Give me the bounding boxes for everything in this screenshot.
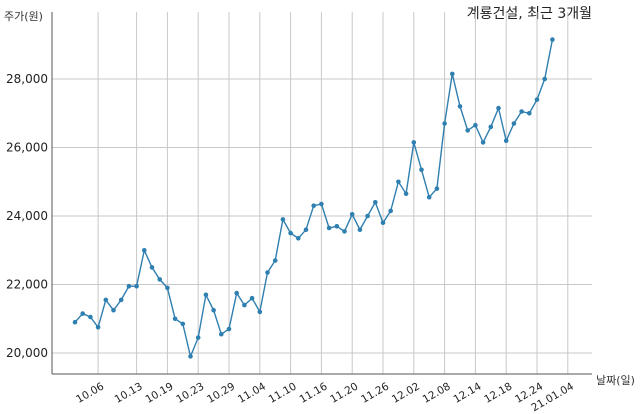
data-point-38 bbox=[365, 213, 370, 219]
data-point-39 bbox=[373, 200, 378, 205]
data-point-32 bbox=[319, 201, 324, 207]
data-point-0 bbox=[72, 319, 78, 325]
data-point-50 bbox=[457, 104, 463, 109]
data-point-35 bbox=[342, 229, 347, 234]
data-point-28 bbox=[288, 230, 293, 236]
data-point-48 bbox=[442, 121, 447, 126]
x-tick-label-11: 12.08 bbox=[421, 380, 453, 405]
data-point-42 bbox=[396, 179, 401, 185]
data-point-59 bbox=[527, 111, 532, 116]
data-point-26 bbox=[272, 258, 278, 263]
data-point-1 bbox=[80, 311, 85, 316]
x-tick-label-8: 11.20 bbox=[328, 380, 360, 405]
data-point-34 bbox=[334, 224, 340, 229]
data-point-20 bbox=[226, 326, 232, 332]
y-tick-labels: 20,000 22,000 24,000 26,000 28,000 bbox=[6, 72, 48, 360]
chart-title: 계룡건설, 최근 3개월 bbox=[467, 6, 592, 22]
data-point-11 bbox=[157, 277, 162, 282]
data-point-7 bbox=[126, 283, 132, 289]
data-point-49 bbox=[450, 71, 455, 77]
data-point-41 bbox=[388, 208, 394, 214]
data-point-44 bbox=[411, 140, 417, 145]
y-tick-label-4: 28,000 bbox=[6, 72, 48, 86]
data-point-46 bbox=[426, 194, 432, 200]
data-point-23 bbox=[249, 295, 255, 301]
x-tick-label-13: 12.18 bbox=[482, 380, 514, 405]
data-point-45 bbox=[419, 167, 424, 173]
data-point-30 bbox=[303, 227, 309, 232]
data-point-61 bbox=[542, 76, 547, 82]
data-point-10 bbox=[149, 265, 155, 270]
data-point-12 bbox=[165, 285, 170, 291]
x-tick-label-2: 10.19 bbox=[143, 380, 175, 405]
x-tick-label-1: 10.13 bbox=[113, 380, 145, 405]
y-tick-label-1: 22,000 bbox=[6, 278, 48, 292]
x-axis-title: 날짜(일) bbox=[596, 373, 635, 387]
data-point-53 bbox=[480, 140, 486, 145]
data-point-37 bbox=[357, 227, 363, 232]
x-tick-label-5: 11.04 bbox=[236, 380, 268, 406]
y-tick-label-0: 20,000 bbox=[6, 346, 48, 360]
x-tick-label-4: 10.29 bbox=[205, 380, 237, 405]
data-point-19 bbox=[219, 331, 224, 337]
data-point-52 bbox=[473, 122, 478, 128]
data-point-14 bbox=[180, 321, 186, 327]
x-tick-label-6: 11.10 bbox=[267, 380, 299, 405]
y-tick-label-3: 26,000 bbox=[6, 141, 48, 155]
data-point-29 bbox=[296, 236, 301, 241]
data-point-22 bbox=[242, 302, 247, 308]
data-point-2 bbox=[88, 314, 93, 320]
data-point-57 bbox=[511, 121, 517, 126]
series bbox=[72, 37, 555, 359]
series-line-0 bbox=[74, 39, 554, 359]
data-point-62 bbox=[550, 37, 555, 42]
data-point-33 bbox=[326, 225, 332, 231]
x-tick-label-10: 12.02 bbox=[390, 380, 422, 405]
data-point-9 bbox=[142, 248, 147, 253]
x-tick-label-7: 11.16 bbox=[297, 380, 329, 406]
data-point-31 bbox=[311, 203, 317, 208]
data-point-16 bbox=[195, 335, 201, 340]
data-point-21 bbox=[234, 290, 239, 296]
data-point-18 bbox=[211, 307, 216, 313]
data-point-58 bbox=[519, 109, 524, 114]
gridlines bbox=[52, 12, 592, 374]
data-point-24 bbox=[257, 309, 263, 315]
data-point-15 bbox=[188, 354, 193, 359]
data-point-25 bbox=[265, 270, 270, 275]
data-point-4 bbox=[103, 297, 109, 303]
y-tick-label-2: 24,000 bbox=[6, 209, 48, 223]
data-point-55 bbox=[496, 105, 501, 111]
data-point-17 bbox=[203, 292, 209, 298]
data-point-43 bbox=[403, 191, 409, 196]
data-point-3 bbox=[95, 325, 101, 330]
x-tick-label-9: 11.26 bbox=[359, 380, 391, 406]
data-point-47 bbox=[434, 186, 440, 191]
data-point-40 bbox=[380, 220, 386, 226]
axes bbox=[51, 12, 592, 375]
data-point-5 bbox=[111, 307, 116, 313]
x-tick-labels: 10.06 10.1310.1910.2310.2911.0411.1011.16… bbox=[74, 380, 576, 414]
data-point-27 bbox=[280, 217, 286, 222]
y-axis-title: 주가(원) bbox=[4, 10, 43, 23]
x-tick-label-12: 12.14 bbox=[451, 380, 483, 406]
data-point-36 bbox=[349, 212, 355, 217]
data-point-54 bbox=[488, 124, 494, 130]
data-point-51 bbox=[465, 128, 471, 133]
x-tick-label-3: 10.23 bbox=[174, 380, 206, 405]
x-tick-label-0: 10.06 bbox=[74, 380, 106, 406]
data-point-60 bbox=[534, 97, 540, 102]
data-point-6 bbox=[118, 297, 124, 303]
data-point-56 bbox=[503, 138, 509, 143]
data-point-13 bbox=[172, 316, 178, 322]
data-point-8 bbox=[134, 283, 139, 289]
